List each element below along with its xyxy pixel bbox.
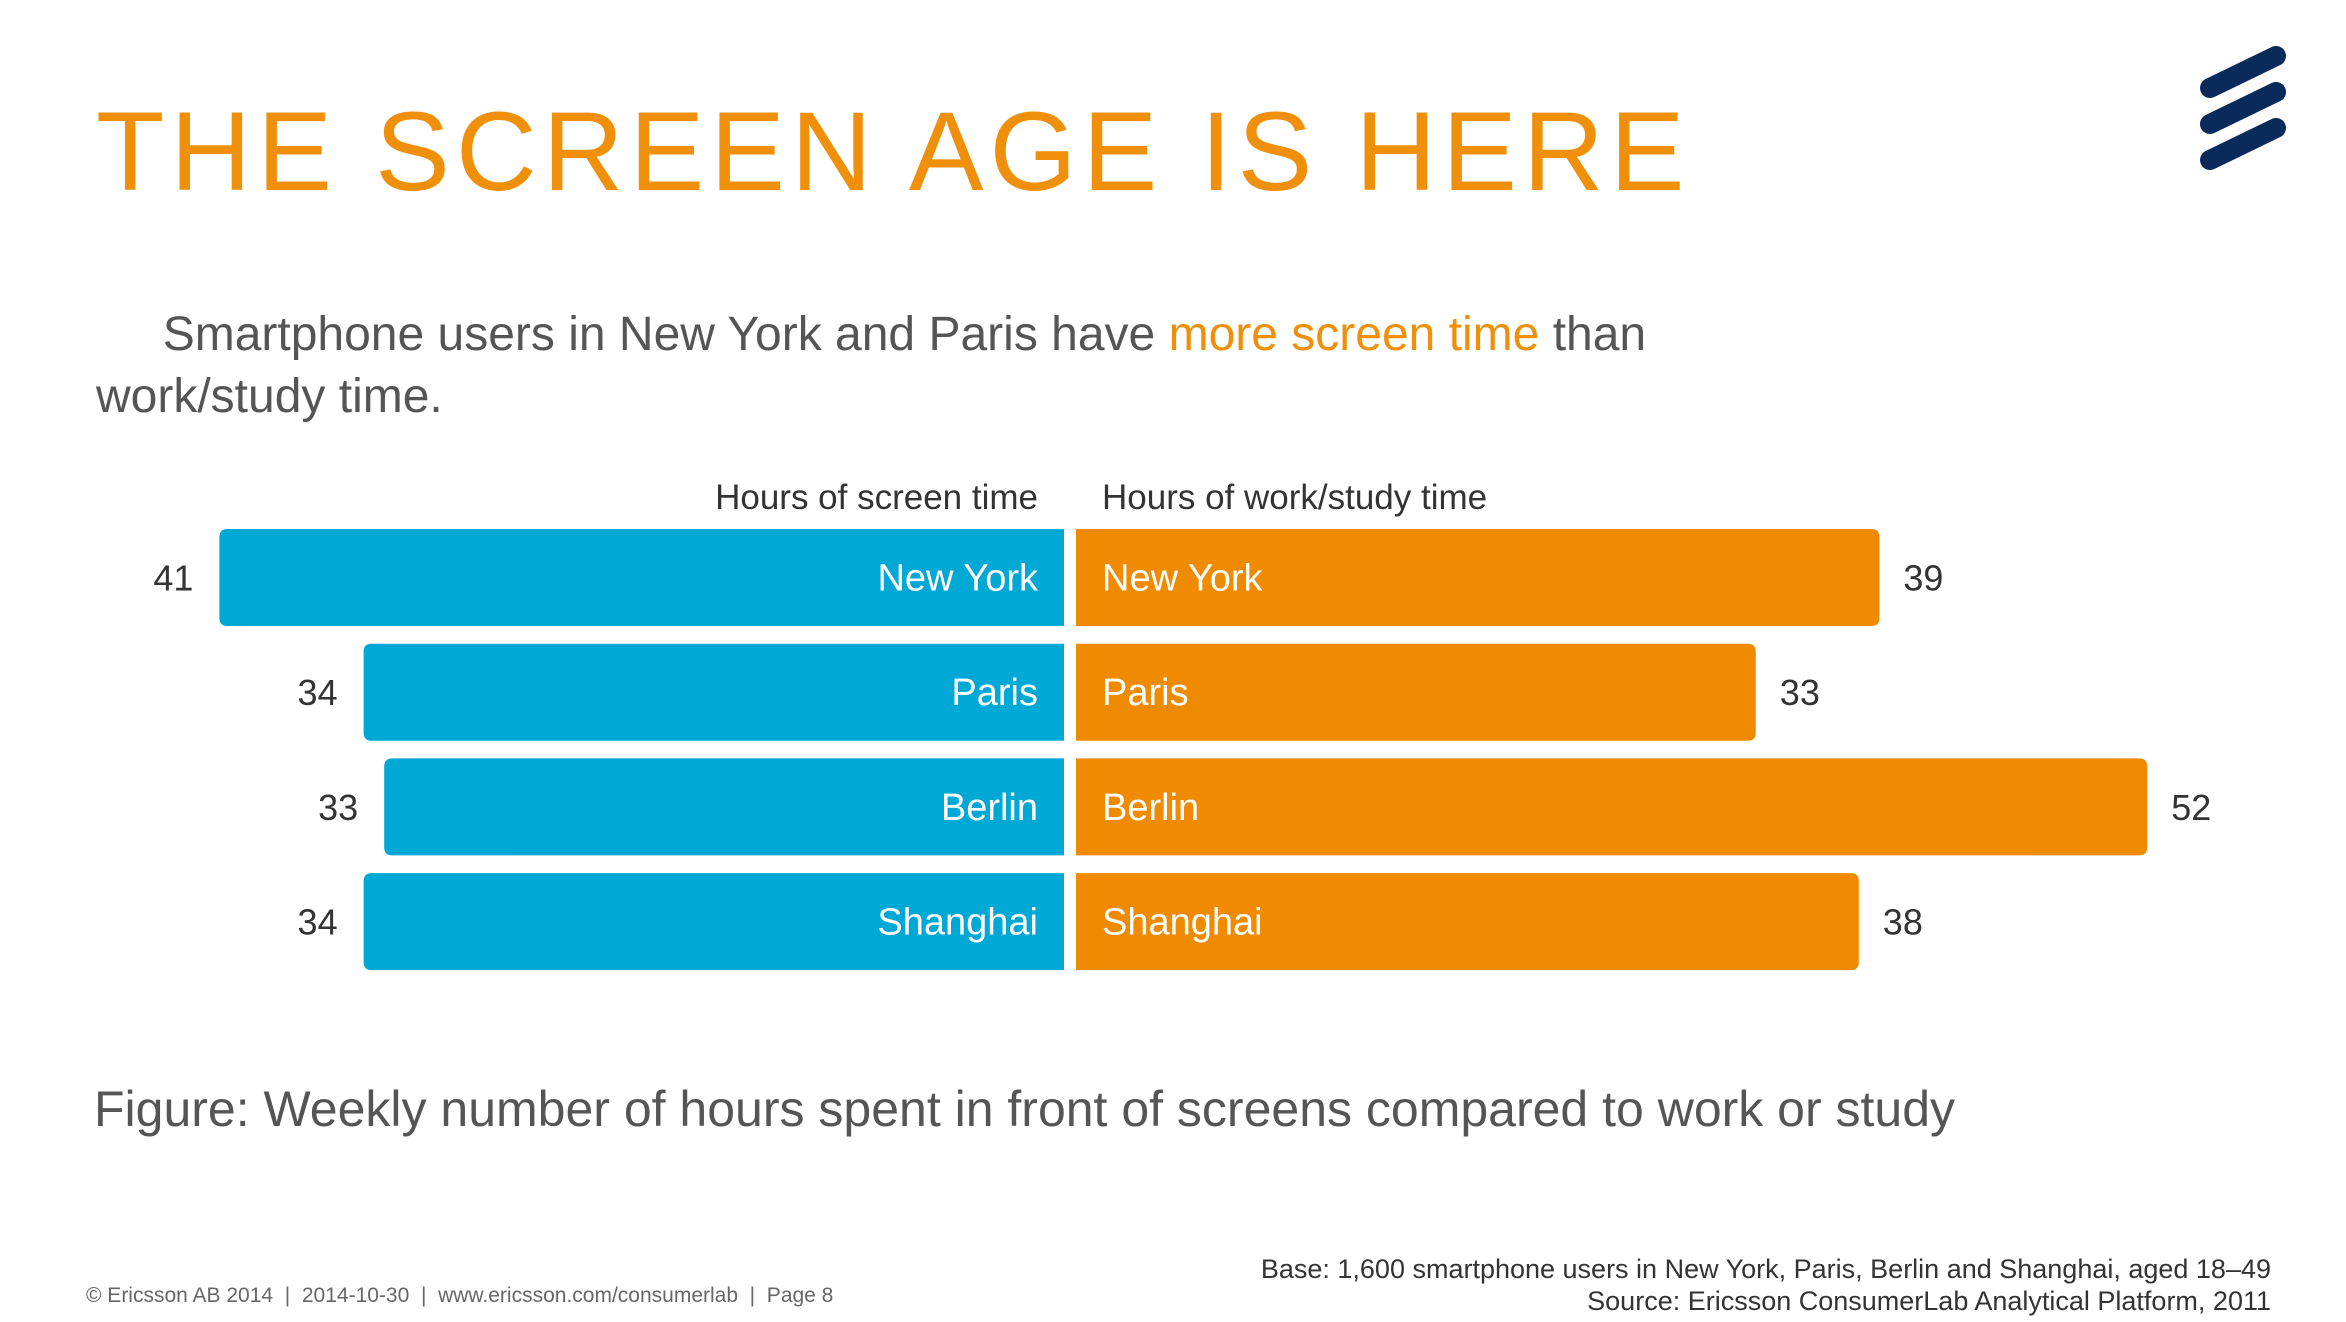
subtitle-line: Smartphone users in New York and Paris h…: [96, 308, 1686, 361]
bar: [384, 758, 1064, 856]
value-label: 52: [2171, 787, 2211, 828]
value-label: 33: [1780, 672, 1820, 713]
category-label: New York: [1102, 558, 1264, 600]
subtitle-line: work/study time.: [95, 370, 443, 423]
value-label: 33: [318, 787, 358, 828]
caption: Figure: Weekly number of hours spent in …: [94, 1081, 1955, 1137]
bar: [1076, 643, 1756, 741]
category-label: Berlin: [941, 787, 1038, 829]
footer-left: © Ericsson AB 2014 | 2014-10-30 | www.er…: [86, 1284, 833, 1307]
value-label: 39: [1903, 558, 1943, 599]
bar: [1076, 873, 1859, 971]
footer-base: Base: 1,600 smartphone users in New York…: [1261, 1254, 2271, 1284]
series-label: Hours of screen time: [715, 478, 1038, 517]
value-label: 34: [298, 672, 338, 713]
chart: Hours of screen time Hours of work/study …: [153, 478, 2211, 971]
value-label: 41: [153, 558, 193, 599]
value-label: 34: [298, 902, 338, 943]
series-label: Hours of work/study time: [1102, 478, 1487, 517]
subtitle-part: Smartphone users in New York and Paris h…: [163, 308, 1169, 361]
category-label: Shanghai: [877, 902, 1038, 944]
category-label: Paris: [951, 672, 1038, 714]
subtitle-part: than: [1539, 308, 1646, 361]
bar: [363, 643, 1065, 741]
footer-source: Source: Ericsson ConsumerLab Analytical …: [1587, 1286, 2271, 1316]
subtitle-part: work/study time.: [95, 370, 443, 423]
bar: [1076, 758, 2148, 856]
title: THE SCREEN AGE IS HERE: [96, 89, 1691, 214]
bar: [219, 529, 1064, 626]
category-label: Paris: [1102, 672, 1189, 714]
bar: [363, 873, 1065, 971]
category-label: New York: [877, 558, 1039, 600]
bar: [1076, 529, 1880, 626]
subtitle-highlight: more screen time: [1169, 308, 1540, 361]
logo: [2200, 46, 2286, 170]
value-label: 38: [1883, 902, 1923, 943]
category-label: Berlin: [1102, 787, 1199, 829]
category-label: Shanghai: [1102, 902, 1263, 944]
